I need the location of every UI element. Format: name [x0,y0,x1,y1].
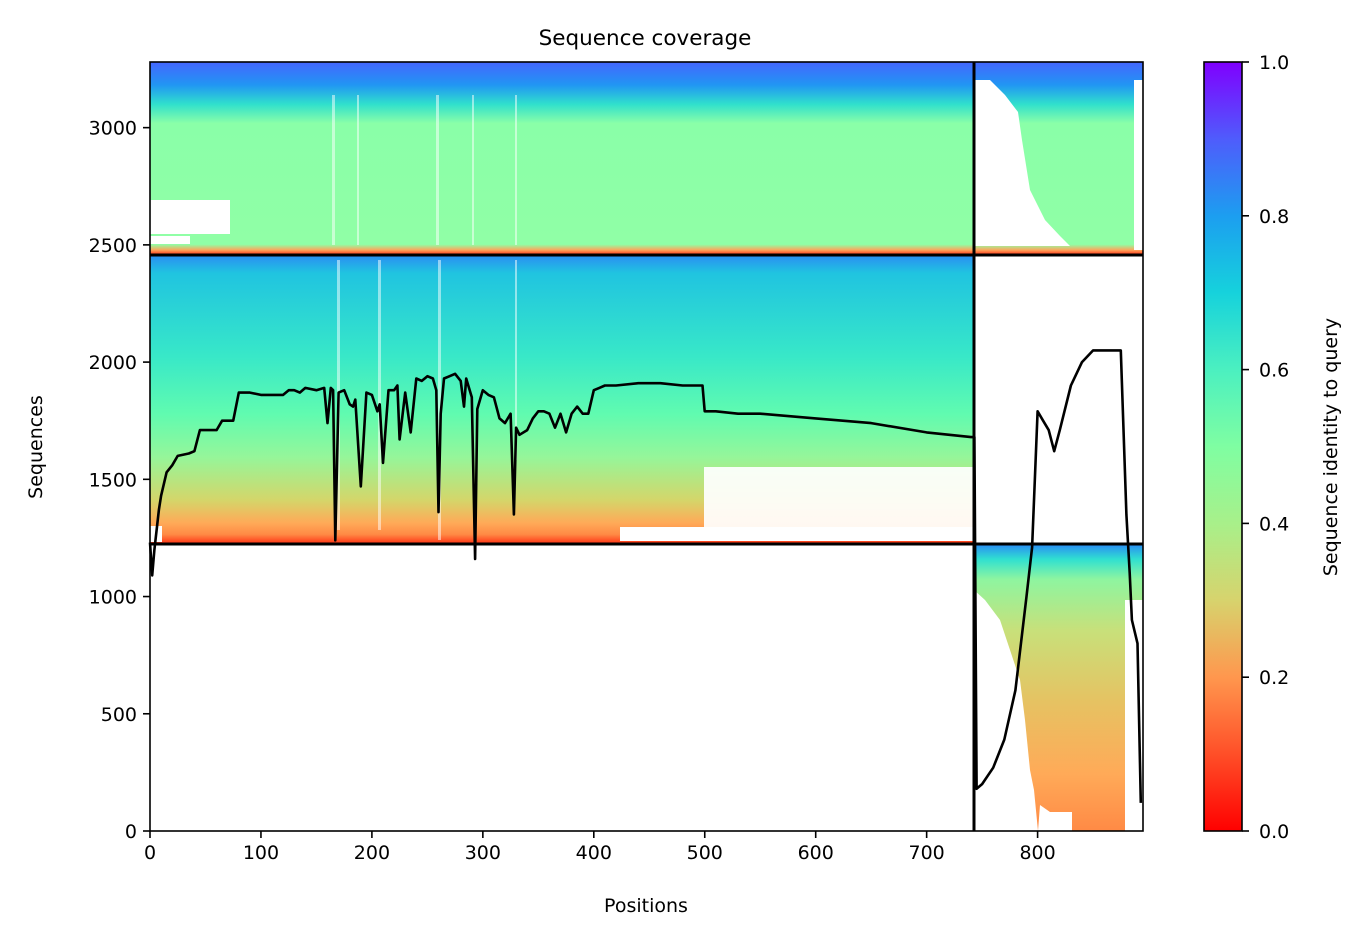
x-axis-label: Positions [604,895,688,917]
heatmap-gap-middle-left [704,467,974,541]
colorbar-tick-label: 0.6 [1259,360,1289,382]
heatmap-gap-top-right [974,80,1070,246]
heatmap-gap-top-left-2 [150,236,190,244]
colorbar-tick-label: 1.0 [1259,52,1289,74]
heatmap-gap-top-left [150,200,230,234]
colorbar-tick-label: 0.4 [1259,513,1289,535]
x-tick-label: 100 [243,842,279,864]
x-tick-label: 0 [144,842,156,864]
x-tick-label: 600 [798,842,834,864]
coverage-heatmap [150,62,1143,831]
y-axis-ticks: 0 500 1000 1500 2000 2500 3000 [89,118,150,843]
y-tick-label: 1500 [89,469,137,491]
x-tick-label: 400 [576,842,612,864]
heatmap-block-middle-right [974,256,1143,543]
y-tick-label: 3000 [89,118,137,140]
y-tick-label: 0 [125,821,137,843]
colorbar-tick-label: 0.2 [1259,667,1289,689]
heatmap-gap-middle-left-2 [620,527,974,541]
heatmap-block-lower-left [150,545,974,831]
colorbar-tick-label: 0.0 [1259,821,1289,843]
x-axis-ticks: 0 100 200 300 400 500 600 700 800 [144,831,1056,864]
chart-title: Sequence coverage [539,26,752,51]
plot-frame [149,61,1144,832]
colorbar-tick-label: 0.8 [1259,206,1289,228]
x-tick-label: 700 [909,842,945,864]
y-tick-label: 1000 [89,587,137,609]
y-axis-label: Sequences [25,395,47,499]
y-tick-label: 2500 [89,235,137,257]
x-tick-label: 200 [354,842,390,864]
heatmap-block-top-left [150,62,974,254]
x-tick-label: 500 [687,842,723,864]
colorbar [1203,61,1243,832]
x-tick-label: 800 [1019,842,1055,864]
heatmap-gap-lower-right-3 [1038,805,1072,831]
heatmap-gap-top-right-edge [1134,80,1143,250]
colorbar-label: Sequence identity to query [1320,318,1342,576]
y-tick-label: 500 [101,704,137,726]
y-tick-label: 2000 [89,352,137,374]
colorbar-ticks: 0.0 0.2 0.4 0.6 0.8 1.0 [1242,52,1289,843]
coverage-line [148,349,1143,803]
x-tick-label: 300 [465,842,501,864]
